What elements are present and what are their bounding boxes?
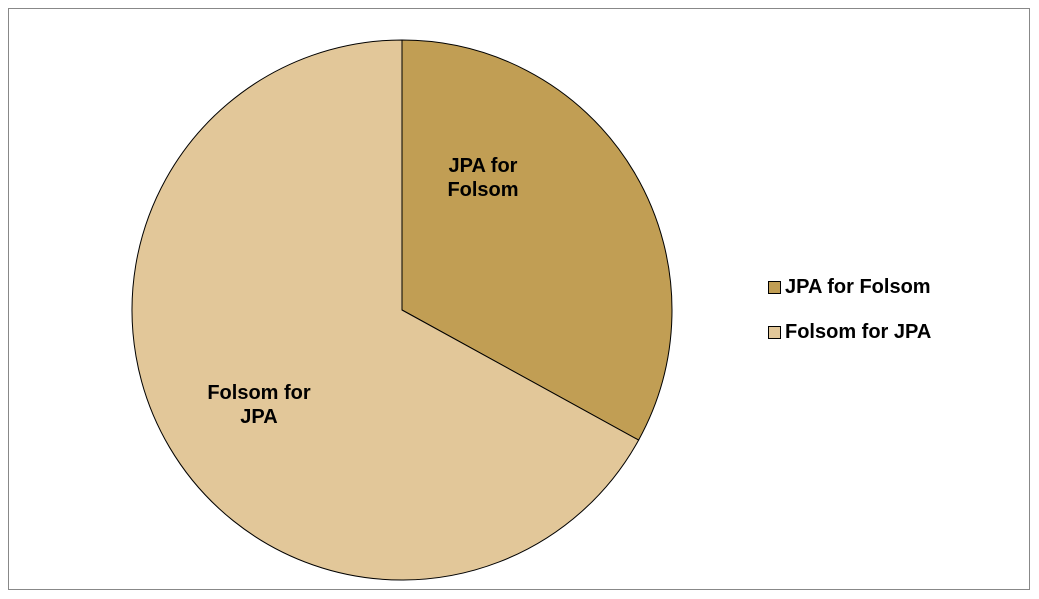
legend-swatch	[768, 325, 781, 339]
legend-label: Folsom for JPA	[785, 321, 932, 343]
legend-item: JPA for Folsom	[768, 275, 931, 299]
legend-item: Folsom for JPA	[768, 320, 931, 344]
pie-slice	[401, 39, 673, 441]
pie-slice	[131, 39, 640, 581]
slice-label: Folsom for JPA	[207, 382, 311, 428]
legend-swatch	[768, 280, 781, 294]
legend-label: JPA for Folsom	[785, 276, 931, 298]
slice-label: JPA for Folsom	[447, 155, 519, 201]
